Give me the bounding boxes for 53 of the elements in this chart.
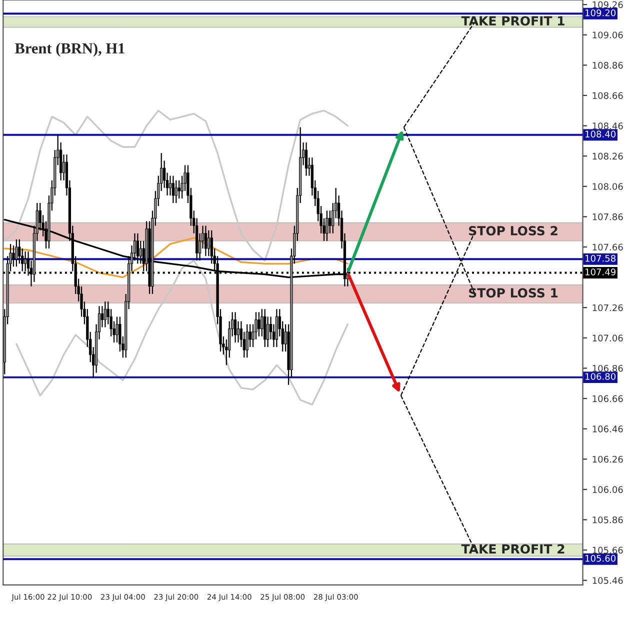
y-tick-label: 108.86 bbox=[592, 62, 623, 69]
y-tick-label: 107.06 bbox=[592, 334, 623, 342]
y-tick-label: 107.26 bbox=[592, 304, 623, 312]
line-series bbox=[4, 110, 349, 262]
candlestick bbox=[136, 232, 140, 264]
y-tick-label: 105.66 bbox=[592, 546, 623, 554]
ref-line-label: 109.20 bbox=[586, 9, 616, 16]
candlestick bbox=[172, 175, 175, 204]
candlestick bbox=[204, 225, 208, 257]
candlestick bbox=[12, 244, 15, 268]
band-label: TAKE PROFIT 2 bbox=[461, 544, 564, 554]
candlestick bbox=[116, 316, 118, 344]
band-label: STOP LOSS 1 bbox=[469, 288, 558, 298]
ref-line-label: 107.58 bbox=[586, 254, 616, 262]
ref-line-label: 108.40 bbox=[586, 130, 616, 138]
y-tick-label: 106.46 bbox=[592, 426, 623, 432]
candlestick bbox=[178, 180, 180, 200]
y-tick-label: 105.86 bbox=[592, 516, 623, 524]
candlestick bbox=[264, 308, 266, 348]
y-tick-label: 107.86 bbox=[592, 213, 623, 220]
candlestick bbox=[326, 210, 328, 242]
candlestick bbox=[234, 312, 237, 344]
candlestick bbox=[258, 312, 260, 337]
line-series bbox=[16, 260, 349, 406]
y-tick-label: 108.66 bbox=[592, 92, 623, 100]
y-tick-label: 106.06 bbox=[592, 486, 623, 493]
candlestick bbox=[266, 316, 270, 348]
candlestick bbox=[15, 238, 18, 268]
candlestick bbox=[275, 308, 278, 348]
candlestick bbox=[104, 300, 106, 328]
y-tick-label: 108.06 bbox=[592, 183, 623, 190]
candlestick bbox=[304, 142, 308, 176]
y-tick-label: 109.06 bbox=[592, 32, 623, 38]
y-tick-label: 107.66 bbox=[592, 244, 623, 251]
y-tick-label: 106.66 bbox=[592, 395, 623, 402]
y-tick-label: 106.86 bbox=[592, 364, 623, 372]
y-tick-label: 106.26 bbox=[592, 456, 623, 463]
ref-line-label: 105.60 bbox=[586, 554, 616, 562]
ref-line-label: 106.80 bbox=[586, 373, 616, 380]
candlestick bbox=[246, 324, 248, 358]
candlestick bbox=[248, 324, 252, 348]
candlestick bbox=[328, 210, 332, 234]
candlestick bbox=[260, 308, 264, 337]
y-tick-label: 108.26 bbox=[592, 152, 623, 160]
ref-line-label: 107.49 bbox=[586, 268, 616, 276]
y-tick-label: 105.46 bbox=[592, 577, 623, 584]
text: Brent (BRN), H1 bbox=[14, 42, 124, 57]
candlestick bbox=[207, 230, 210, 257]
band-label: STOP LOSS 2 bbox=[469, 226, 558, 236]
y-tick-label: 109.26 bbox=[592, 1, 623, 8]
y-tick-label: 108.46 bbox=[592, 122, 623, 130]
candlestick bbox=[174, 180, 178, 204]
band-label: TAKE PROFIT 1 bbox=[461, 16, 564, 26]
